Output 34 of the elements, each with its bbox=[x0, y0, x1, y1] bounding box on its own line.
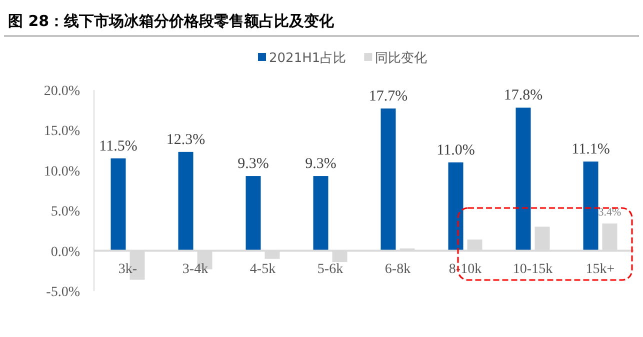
bar bbox=[516, 108, 531, 251]
data-label: 9.3% bbox=[238, 156, 269, 172]
data-label: 12.3% bbox=[166, 132, 206, 148]
data-label: 17.7% bbox=[368, 88, 408, 104]
x-tick-label: 3-4k bbox=[182, 262, 208, 277]
x-tick-label: 6-8k bbox=[384, 262, 411, 277]
bar bbox=[448, 162, 464, 251]
x-tick-label: 4-5k bbox=[250, 262, 276, 277]
bar bbox=[583, 162, 598, 251]
bar bbox=[178, 152, 194, 251]
y-tick-label: -5.0% bbox=[46, 285, 80, 300]
data-label: 11.5% bbox=[99, 138, 138, 154]
y-tick-label: 10.0% bbox=[44, 164, 80, 180]
data-label: 17.8% bbox=[504, 88, 543, 104]
x-tick-label: 8-10k bbox=[448, 262, 482, 277]
y-tick-label: 15.0% bbox=[44, 124, 80, 140]
bar bbox=[246, 176, 261, 251]
x-tick-label: 5-6k bbox=[317, 262, 344, 277]
x-tick-label: 3k- bbox=[118, 262, 138, 277]
chart-title: 图 28：线下市场冰箱分价格段零售额占比及变化 bbox=[8, 12, 336, 30]
bar bbox=[313, 176, 328, 251]
data-label: 3.4% bbox=[598, 206, 622, 218]
data-label: 11.1% bbox=[572, 142, 610, 158]
y-tick-label: 20.0% bbox=[44, 84, 80, 99]
x-tick-label: 10-15k bbox=[512, 262, 553, 277]
y-tick-label: 5.0% bbox=[50, 204, 80, 220]
legend-label: 同比变化 bbox=[375, 51, 428, 66]
legend-label: 2021H1占比 bbox=[269, 51, 346, 66]
bar bbox=[110, 158, 126, 251]
data-label: 9.3% bbox=[305, 156, 336, 172]
bar bbox=[380, 108, 396, 251]
x-tick-label: 15k+ bbox=[586, 262, 615, 277]
data-label: 11.0% bbox=[436, 142, 475, 158]
y-tick-label: 0.0% bbox=[50, 244, 80, 260]
